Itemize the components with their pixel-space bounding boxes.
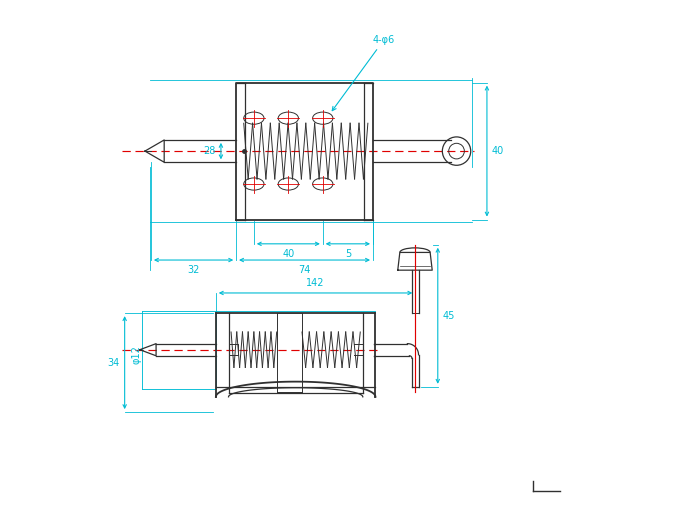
Text: 34: 34 [107,357,120,368]
Text: 32: 32 [188,265,200,275]
Text: 28: 28 [203,146,216,156]
Text: φ12: φ12 [131,346,141,364]
Text: 40: 40 [282,249,294,259]
Text: 40: 40 [492,146,505,156]
Text: 74: 74 [299,265,311,275]
Text: 5: 5 [345,249,351,259]
Text: 4-φ6: 4-φ6 [333,35,395,111]
Text: 142: 142 [306,278,325,288]
Text: 45: 45 [443,311,455,321]
